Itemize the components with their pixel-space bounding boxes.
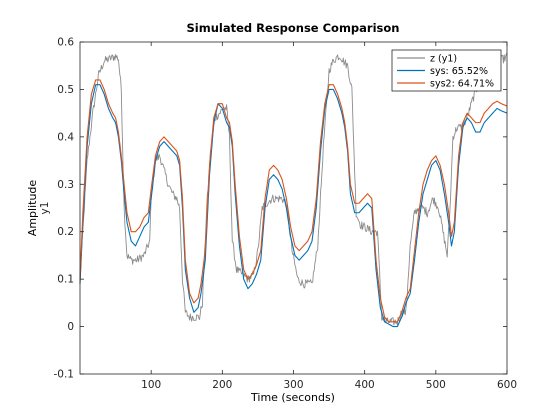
x-tick-label: 400 xyxy=(355,379,375,391)
y-tick-label: 0.6 xyxy=(57,37,74,49)
series-line-2 xyxy=(79,84,508,328)
series-line-3 xyxy=(79,79,508,323)
x-tick-label: 600 xyxy=(497,379,517,391)
y-tick-label: 0.4 xyxy=(57,131,74,143)
legend-label-1: z (y1) xyxy=(430,53,457,64)
axes-layer: 100 200 300 400 500 600 -0.1 0 0.1 0.2 0.3 0.4 0.5 0.… xyxy=(54,37,518,392)
y-tick-label: 0.3 xyxy=(57,179,74,191)
y-tick-label: -0.1 xyxy=(54,369,75,381)
plot-area xyxy=(80,42,507,374)
x-axis-label: Time (seconds) xyxy=(250,391,335,404)
y-tick-label: 0.2 xyxy=(57,226,74,238)
legend: z (y1) sys: 65.52%sys2: 64.71% xyxy=(391,49,502,92)
y-tick-label: 0.1 xyxy=(57,274,74,286)
legend-label-3: sys2: 64.71% xyxy=(430,78,494,89)
y-tick-label: 0.5 xyxy=(57,84,74,96)
x-tick-label: 100 xyxy=(141,379,161,391)
x-tick-label: 500 xyxy=(426,379,446,391)
y-axis-label: Amplitude xyxy=(26,180,39,237)
legend-label-2: sys: 65.52% xyxy=(430,66,488,77)
x-tick-label: 300 xyxy=(283,379,303,391)
y-tick-label: 0 xyxy=(67,321,74,333)
series-layer xyxy=(79,52,508,328)
chart-title: Simulated Response Comparison xyxy=(187,21,400,35)
y-axis-channel-label: y1 xyxy=(39,202,51,215)
x-tick-label: 200 xyxy=(212,379,232,391)
